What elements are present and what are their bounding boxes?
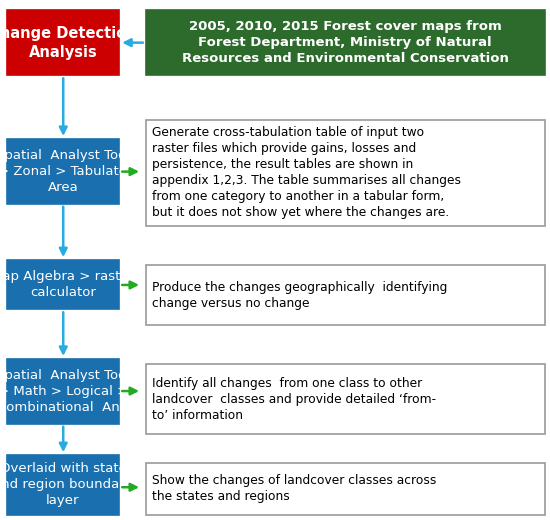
Text: Produce the changes geographically  identifying
change versus no change: Produce the changes geographically ident… [152, 281, 448, 309]
FancyBboxPatch shape [7, 359, 119, 424]
FancyBboxPatch shape [146, 265, 544, 325]
FancyBboxPatch shape [7, 455, 119, 515]
FancyBboxPatch shape [146, 120, 544, 226]
FancyBboxPatch shape [7, 10, 119, 75]
Text: Change Detection
Analysis: Change Detection Analysis [0, 26, 137, 60]
Text: Map Algebra > raster
calculator: Map Algebra > raster calculator [0, 270, 135, 299]
Text: Overlaid with state
and region boundary
layer: Overlaid with state and region boundary … [0, 462, 133, 508]
Text: Spatial  Analyst Tool
> Math > Logical >
Combinational  And: Spatial Analyst Tool > Math > Logical > … [0, 369, 130, 414]
Text: Identify all changes  from one class to other
landcover  classes and provide det: Identify all changes from one class to o… [152, 376, 437, 422]
FancyBboxPatch shape [146, 364, 544, 434]
FancyBboxPatch shape [7, 260, 119, 309]
Text: Spatial  Analyst Tool
> Zonal > Tabulate
Area: Spatial Analyst Tool > Zonal > Tabulate … [0, 149, 130, 194]
FancyBboxPatch shape [146, 463, 544, 515]
FancyBboxPatch shape [7, 139, 119, 204]
FancyBboxPatch shape [146, 10, 544, 75]
Text: Show the changes of landcover classes across
the states and regions: Show the changes of landcover classes ac… [152, 474, 437, 503]
Text: Generate cross-tabulation table of input two
raster files which provide gains, l: Generate cross-tabulation table of input… [152, 126, 461, 219]
Text: 2005, 2010, 2015 Forest cover maps from
Forest Department, Ministry of Natural
R: 2005, 2010, 2015 Forest cover maps from … [182, 20, 509, 66]
